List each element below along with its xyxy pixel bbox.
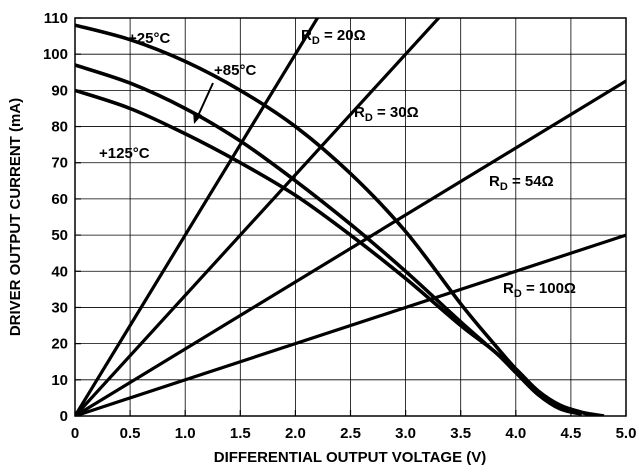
- x-tick-label: 4.5: [560, 425, 581, 442]
- y-tick-label: 80: [51, 119, 68, 136]
- x-tick-label: 0: [71, 425, 79, 442]
- y-tick-label: 60: [51, 191, 68, 208]
- x-tick-label: 1.5: [230, 425, 251, 442]
- label-rd-100: RD = 100Ω: [503, 280, 576, 300]
- y-tick-label: 0: [60, 408, 68, 425]
- y-tick-label: 70: [51, 155, 68, 172]
- label-rd-30: RD = 30Ω: [354, 104, 419, 124]
- tick-labels: 0 0.5 1.0 1.5 2.0 2.5 3.0 3.5 4.0 4.5 5.0 0 10 20 30 40…: [43, 10, 636, 442]
- label-rd-54: RD = 54Ω: [489, 173, 554, 193]
- x-tick-label: 2.0: [285, 425, 306, 442]
- label-rd-20: RD = 20Ω: [301, 27, 366, 47]
- label-125c: +125°C: [99, 145, 150, 162]
- load-line: [75, 18, 441, 416]
- load-line: [75, 233, 626, 416]
- y-axis-title: DRIVER OUTPUT CURRENT (mA): [7, 98, 24, 336]
- plot-frame: [74, 17, 627, 417]
- x-axis-title: DIFFERENTIAL OUTPUT VOLTAGE (V): [214, 449, 487, 466]
- y-tick-label: 40: [51, 263, 68, 280]
- arrow-85c-leader: [196, 82, 214, 119]
- y-tick-label: 110: [44, 10, 68, 27]
- load-line: [75, 79, 626, 416]
- series-group: [75, 18, 626, 416]
- x-tick-label: 3.0: [395, 425, 416, 442]
- label-25c: +25°C: [128, 30, 170, 47]
- x-tick-label: 2.5: [340, 425, 361, 442]
- x-tick-label: 0.5: [120, 425, 141, 442]
- x-tick-label: 4.0: [505, 425, 526, 442]
- y-tick-label: 30: [51, 299, 68, 316]
- series-clip-group: [75, 18, 626, 416]
- x-tick-label: 1.0: [175, 425, 196, 442]
- grid: [74, 17, 627, 417]
- temperature-curve: [75, 88, 583, 416]
- y-tick-label: 10: [51, 372, 68, 389]
- y-tick-label: 20: [51, 336, 68, 353]
- load-line: [75, 18, 320, 416]
- x-tick-label: 5.0: [616, 425, 637, 442]
- label-85c: +85°C: [214, 62, 256, 79]
- y-tick-label: 50: [51, 227, 68, 244]
- y-tick-label: 100: [43, 46, 68, 63]
- x-tick-label: 3.5: [450, 425, 471, 442]
- y-tick-label: 90: [51, 82, 68, 99]
- arrow-85c-head: [193, 111, 202, 124]
